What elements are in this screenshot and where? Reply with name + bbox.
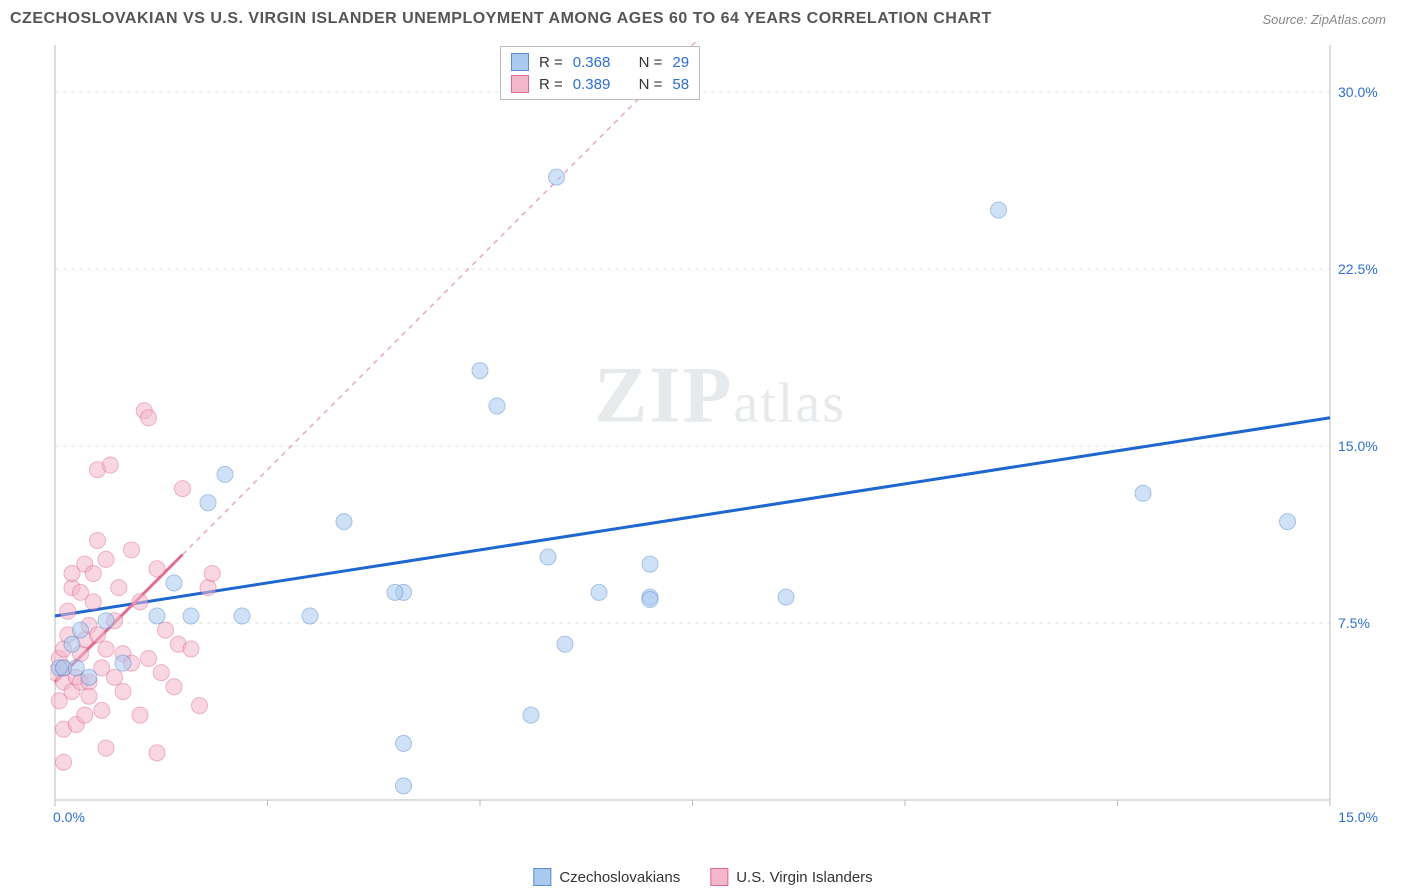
legend-item-b: U.S. Virgin Islanders <box>710 868 872 886</box>
correlation-stat-box: R = 0.368 N = 29 R = 0.389 N = 58 <box>500 46 700 100</box>
r-value-a: 0.368 <box>573 54 611 71</box>
r-value-b: 0.389 <box>573 76 611 93</box>
stat-row-b: R = 0.389 N = 58 <box>511 73 689 95</box>
n-label: N = <box>639 76 663 93</box>
chart-title: CZECHOSLOVAKIAN VS U.S. VIRGIN ISLANDER … <box>10 10 992 28</box>
legend-item-a: Czechoslovakians <box>533 868 680 886</box>
stat-row-a: R = 0.368 N = 29 <box>511 51 689 73</box>
swatch-b-icon <box>511 75 529 93</box>
svg-text:0.0%: 0.0% <box>53 809 85 825</box>
svg-text:30.0%: 30.0% <box>1338 84 1378 100</box>
legend-label-b: U.S. Virgin Islanders <box>736 869 872 886</box>
svg-text:7.5%: 7.5% <box>1338 615 1370 631</box>
r-label: R = <box>539 76 563 93</box>
svg-text:15.0%: 15.0% <box>1338 809 1378 825</box>
legend-label-a: Czechoslovakians <box>559 869 680 886</box>
svg-text:22.5%: 22.5% <box>1338 261 1378 277</box>
swatch-a-icon <box>511 53 529 71</box>
n-value-b: 58 <box>672 76 689 93</box>
plot-area: ZIPatlas 15.0%30.0%7.5%22.5%0.0%15.0% <box>50 40 1390 830</box>
scatter-chart: 15.0% 30.0% 7.5% 22.5% 0.0% 15.0% <box>50 40 1390 830</box>
n-value-a: 29 <box>672 54 689 71</box>
legend-swatch-a-icon <box>533 868 551 886</box>
legend-swatch-b-icon <box>710 868 728 886</box>
svg-text:15.0%: 15.0% <box>1338 438 1378 454</box>
source-attribution: Source: ZipAtlas.com <box>1262 12 1386 27</box>
n-label: N = <box>639 54 663 71</box>
r-label: R = <box>539 54 563 71</box>
legend: Czechoslovakians U.S. Virgin Islanders <box>533 868 872 886</box>
